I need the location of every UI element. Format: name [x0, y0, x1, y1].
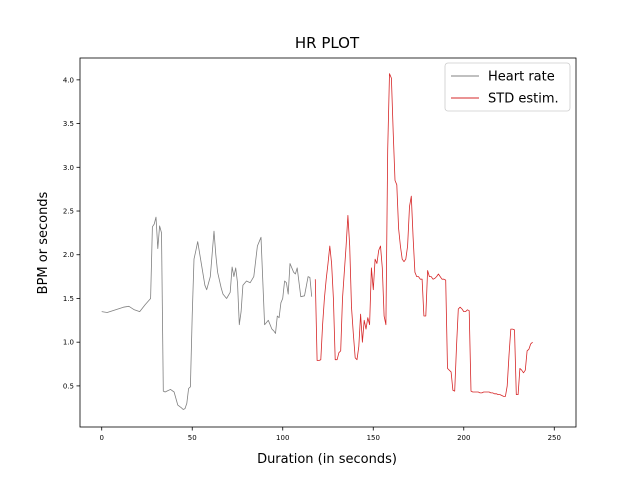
chart-title: HR PLOT [295, 34, 360, 52]
y-tick-label: 2.0 [63, 251, 74, 259]
y-tick-label: 1.5 [63, 295, 74, 303]
x-tick-label: 150 [367, 434, 380, 442]
x-axis-label: Duration (in seconds) [257, 452, 397, 467]
y-tick-label: 3.5 [63, 120, 74, 128]
legend-label: Heart rate [488, 70, 555, 85]
legend-label: STD estim. [488, 92, 559, 107]
x-tick-label: 0 [99, 434, 103, 442]
y-tick-label: 4.0 [63, 76, 74, 84]
y-tick-label: 1.0 [63, 339, 74, 347]
x-tick-label: 250 [548, 434, 561, 442]
y-tick-label: 2.5 [63, 208, 74, 216]
y-tick-label: 0.5 [63, 382, 74, 390]
series-line-heart-rate [101, 216, 313, 410]
plot-frame [79, 57, 577, 428]
chart-legend: Heart rate STD estim. [444, 62, 571, 112]
x-tick-label: 200 [457, 434, 470, 442]
legend-box [444, 62, 571, 112]
series-line-std-estim [314, 73, 533, 397]
y-tick-label: 3.0 [63, 164, 74, 172]
y-axis-label: BPM or seconds [36, 191, 51, 294]
x-tick-label: 100 [276, 434, 289, 442]
x-tick-label: 50 [188, 434, 197, 442]
